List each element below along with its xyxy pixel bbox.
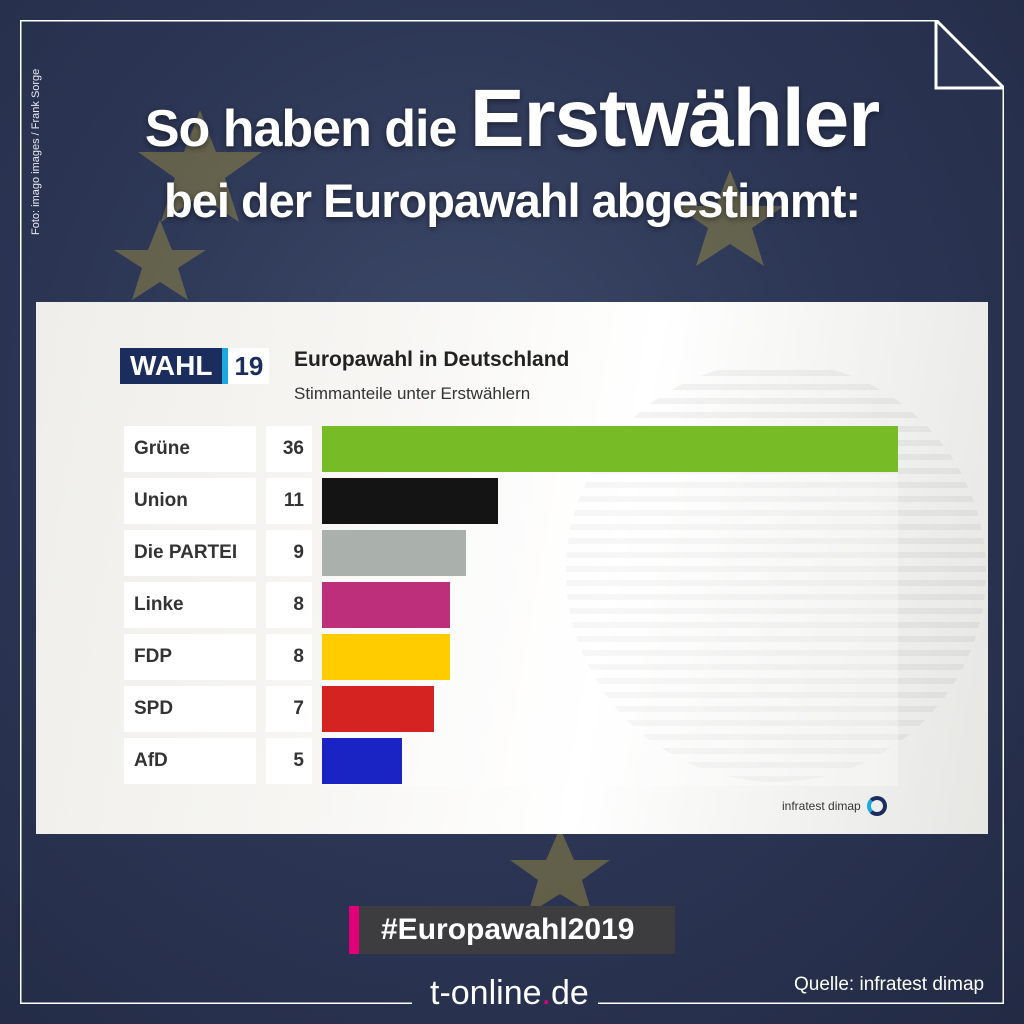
chart-title: Europawahl in Deutschland [294,348,570,371]
hashtag-badge: #Europawahl2019 [349,906,675,954]
headline-highlight: Erstwähler [469,73,880,164]
chart-card: WAHL 19 Europawahl in Deutschland Stimma… [36,302,988,834]
bar [322,582,450,628]
party-label: Die PARTEI [124,530,256,576]
bar [322,478,498,524]
headline-line2: bei der Europawahl abgestimmt: [163,174,861,227]
t-online-logo: t-online.de [430,976,589,1010]
source-note: Quelle: infratest dimap [794,974,985,995]
infratest-ring-icon [866,796,887,816]
value-label: 5 [266,738,312,784]
headline: So haben die Erstwähler bei der Europawa… [0,78,1024,232]
bar [322,426,898,472]
party-label: SPD [124,686,256,732]
party-label: Linke [124,582,256,628]
bar [322,634,450,680]
brand-tld: de [550,974,589,1012]
bar [322,686,434,732]
wahl19-logo: WAHL 19 [120,348,270,384]
value-label: 7 [266,686,312,732]
party-label: AfD [124,738,256,784]
wahl-logo-year: 19 [228,348,270,384]
value-label: 11 [266,478,312,524]
wahl-logo-text: WAHL [120,348,229,384]
bar [322,530,466,576]
party-label: FDP [124,634,256,680]
source-logo-text: infratest dimap [782,799,861,813]
party-label: Union [124,478,256,524]
party-label: Grüne [124,426,256,472]
eu-star-icon [510,828,610,914]
brand-name: t-online [430,974,542,1012]
value-label: 9 [266,530,312,576]
value-label: 36 [266,426,312,472]
brand-dot: . [541,974,551,1012]
chart-subtitle: Stimmanteile unter Erstwählern [294,384,531,403]
infratest-dimap-logo: infratest dimap [782,796,887,816]
value-label: 8 [266,634,312,680]
eu-star-icon [114,220,206,300]
bar [322,738,402,784]
headline-prefix: So haben die [144,100,458,158]
value-label: 8 [266,582,312,628]
